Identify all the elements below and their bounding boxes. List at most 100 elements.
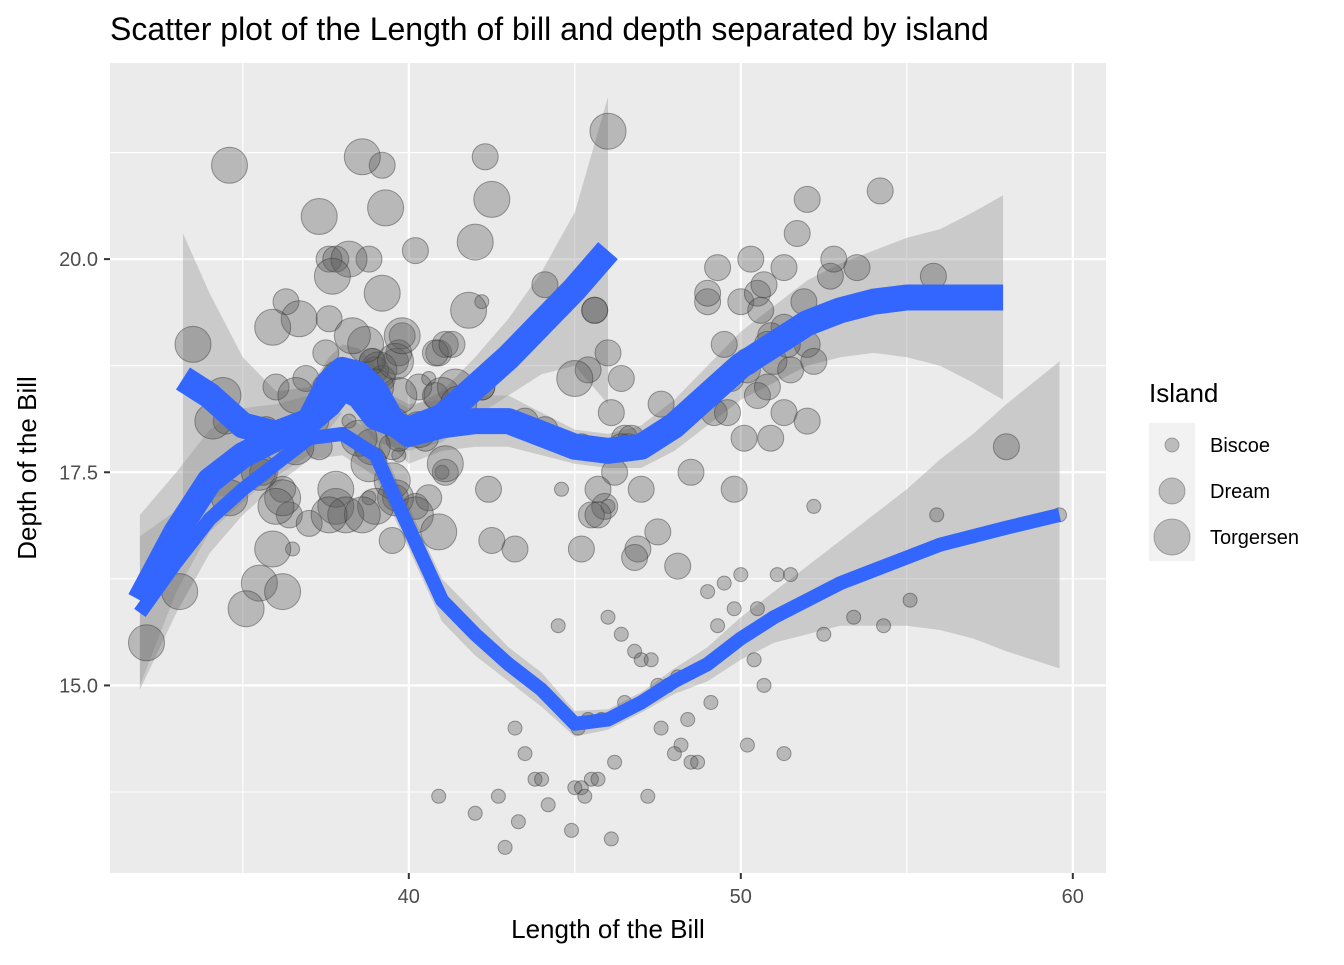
- data-point: [749, 601, 765, 617]
- data-point: [507, 720, 523, 736]
- data-point: [591, 492, 619, 520]
- data-point: [581, 296, 609, 324]
- data-point: [694, 279, 722, 307]
- data-point: [843, 254, 871, 282]
- data-point: [820, 245, 848, 273]
- data-point: [367, 189, 405, 227]
- data-point: [733, 567, 749, 583]
- chart-title: Scatter plot of the Length of bill and d…: [110, 11, 989, 47]
- legend-key-biscoe: [1164, 437, 1180, 453]
- data-point: [227, 590, 265, 628]
- data-point: [633, 652, 649, 668]
- data-point: [517, 746, 533, 762]
- data-point: [690, 754, 706, 770]
- data-point: [800, 347, 828, 375]
- data-point: [257, 487, 295, 525]
- data-point: [363, 274, 401, 312]
- data-point: [929, 507, 945, 523]
- data-point: [501, 535, 529, 563]
- data-point: [347, 325, 385, 363]
- data-point: [747, 296, 775, 324]
- data-point: [317, 470, 355, 508]
- data-point: [603, 831, 619, 847]
- data-point: [720, 475, 748, 503]
- data-point: [330, 240, 368, 278]
- x-axis-label: Length of the Bill: [511, 914, 705, 944]
- smooth-line: [128, 242, 618, 607]
- data-point: [456, 223, 494, 261]
- data-point: [333, 317, 371, 355]
- data-point: [420, 513, 458, 551]
- data-point: [726, 601, 742, 617]
- data-point: [475, 475, 502, 503]
- data-point: [574, 356, 602, 384]
- x-tick-label: 60: [1062, 886, 1084, 908]
- data-point: [554, 481, 569, 497]
- data-point: [704, 254, 732, 282]
- data-point: [600, 498, 616, 514]
- data-point: [128, 624, 165, 662]
- data-point: [577, 501, 605, 529]
- data-point: [474, 294, 490, 310]
- data-point: [438, 330, 466, 358]
- data-point: [467, 805, 483, 821]
- grid-layer: [110, 63, 1106, 873]
- data-point: [285, 541, 301, 557]
- data-point: [680, 712, 696, 727]
- data-point: [757, 424, 785, 452]
- data-point: [647, 390, 675, 418]
- data-point: [756, 677, 772, 693]
- data-point: [510, 814, 526, 830]
- data-point: [421, 339, 449, 367]
- data-point: [577, 788, 593, 804]
- data-point: [683, 754, 699, 770]
- data-point: [405, 373, 433, 401]
- data-point: [254, 308, 292, 346]
- data-point: [300, 198, 338, 235]
- data-point: [653, 720, 669, 736]
- data-point: [361, 490, 377, 506]
- legend-label: Dream: [1210, 481, 1270, 503]
- data-point: [716, 575, 732, 591]
- data-point: [378, 527, 406, 554]
- data-point: [490, 788, 506, 804]
- data-point: [627, 475, 655, 503]
- data-point: [540, 797, 556, 813]
- data-point: [613, 626, 629, 642]
- data-point: [643, 652, 659, 668]
- data-point: [355, 245, 383, 273]
- data-point: [783, 567, 799, 583]
- data-point: [573, 780, 589, 796]
- data-point: [743, 382, 771, 409]
- data-point: [327, 496, 365, 534]
- data-point: [315, 305, 343, 333]
- data-point: [343, 496, 381, 534]
- data-point: [743, 279, 771, 307]
- data-point: [174, 325, 212, 363]
- legend-entries: Biscoe Dream Torgersen: [1149, 423, 1299, 561]
- legend-label: Biscoe: [1210, 435, 1270, 457]
- data-point: [746, 652, 762, 668]
- data-point: [750, 271, 778, 299]
- data-point: [426, 445, 464, 483]
- legend-key-torgersen: [1153, 518, 1191, 556]
- data-point: [737, 245, 765, 273]
- data-point: [640, 788, 656, 804]
- x-tick-label: 40: [398, 886, 420, 908]
- data-point: [694, 288, 722, 316]
- data-point: [264, 573, 302, 611]
- data-point: [473, 180, 511, 218]
- data-point: [589, 112, 627, 150]
- data-point: [478, 527, 506, 554]
- data-point: [703, 695, 719, 710]
- data-point: [431, 458, 459, 486]
- data-point: [710, 618, 726, 634]
- smooth-line: [134, 426, 1062, 731]
- data-point: [793, 185, 821, 213]
- data-point: [806, 498, 822, 514]
- data-point: [341, 413, 357, 429]
- data-point: [275, 501, 303, 529]
- data-point: [624, 535, 652, 563]
- data-point: [783, 220, 811, 247]
- data-point: [295, 509, 323, 537]
